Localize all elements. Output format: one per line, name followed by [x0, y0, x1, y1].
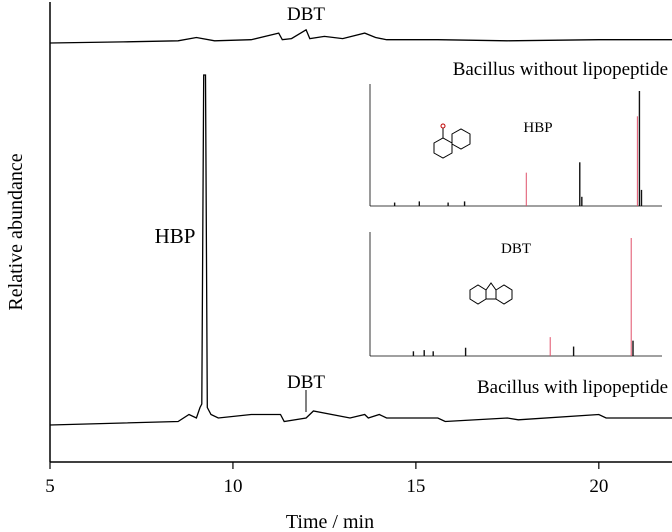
trace-with-lipopeptide — [49, 74, 672, 426]
x-tick-label: 5 — [45, 476, 55, 497]
inset-dbt-spectrum: DBT — [369, 232, 662, 357]
inset-hbp-title: HBP — [523, 120, 552, 136]
trace-without-lipopeptide — [49, 28, 672, 44]
inset-dbt-title: DBT — [501, 241, 531, 257]
dbt-structure-icon — [469, 282, 513, 305]
annotation-top-dbt: DBT — [287, 4, 325, 25]
annotation-top-series: Bacillus without lipopeptide — [453, 59, 668, 80]
annotation-hbp: HBP — [155, 224, 196, 248]
annotation-bottom-series: Bacillus with lipopeptide — [477, 377, 668, 398]
hbp-structure-icon — [433, 123, 471, 159]
inset-dbt-peaks — [412, 238, 634, 356]
x-tick-label: 10 — [223, 476, 242, 497]
inset-hbp-peaks — [393, 91, 643, 206]
x-axis-label: Time / min — [286, 511, 374, 532]
inset-hbp-spectrum: HBP — [369, 84, 662, 207]
x-tick-label: 15 — [406, 476, 425, 497]
y-axis-label: Relative abundance — [5, 153, 27, 310]
x-tick-label: 20 — [589, 476, 608, 497]
annotation-bottom-dbt: DBT — [287, 372, 325, 393]
x-ticks: 5 10 15 20 — [45, 462, 608, 497]
